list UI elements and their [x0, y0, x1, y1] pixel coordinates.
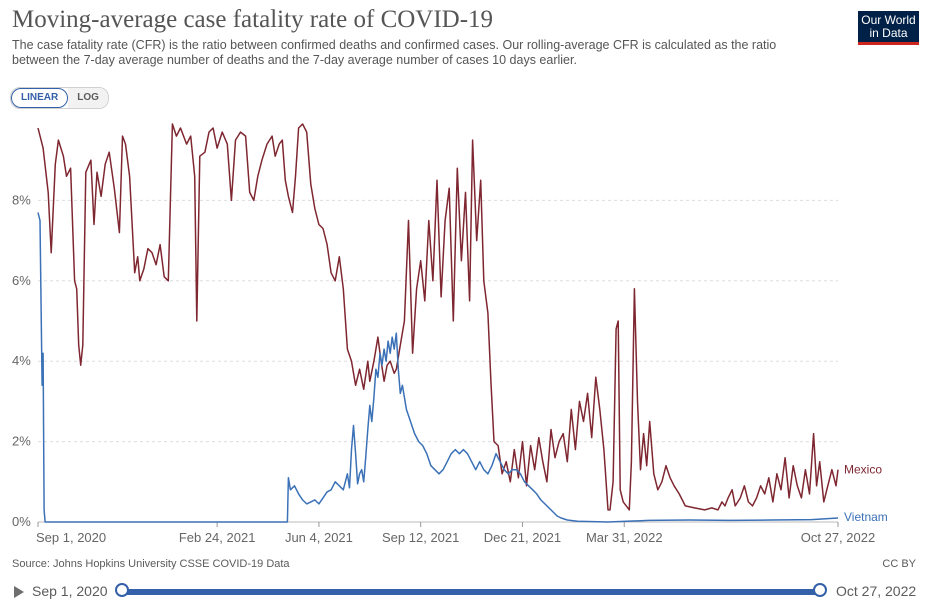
y-tick-label: 4% [12, 353, 31, 368]
series-line-vietnam[interactable] [37, 212, 839, 523]
line-chart: 0% 2% 4% 6% 8% Sep 1, 2020 Feb 24, 2021 Jun 4, … [12, 123, 888, 545]
series-line-mexico[interactable] [37, 123, 839, 511]
y-tick-label: 0% [12, 514, 31, 529]
timeline-end-handle[interactable] [813, 583, 827, 597]
timeline-slider: Sep 1, 2020 Oct 27, 2022 [0, 580, 928, 603]
grid-lines [37, 199, 839, 527]
chart-subtitle: The case fatality rate (CFR) is the rati… [12, 38, 777, 67]
linear-scale-button[interactable]: LINEAR [11, 88, 69, 108]
timeline-start-label: Sep 1, 2020 [32, 583, 108, 599]
x-tick-label: Oct 27, 2022 [801, 530, 875, 545]
timeline-end-label: Oct 27, 2022 [836, 583, 917, 599]
y-tick-label: 8% [12, 192, 31, 207]
timeline-start-handle[interactable] [115, 583, 129, 597]
owid-logo[interactable]: Our World in Data [858, 11, 919, 45]
axis-labels: 0% 2% 4% 6% 8% Sep 1, 2020 Feb 24, 2021 Jun 4, … [12, 192, 888, 545]
series-lines [37, 123, 839, 523]
x-tick-label: Dec 21, 2021 [484, 530, 561, 545]
legend-label-vietnam[interactable]: Vietnam [844, 510, 888, 524]
legend-label-mexico[interactable]: Mexico [844, 463, 882, 477]
chart-title: Moving-average case fatality rate of COV… [12, 6, 494, 33]
logo-line-2: in Data [869, 26, 908, 40]
play-icon[interactable] [14, 586, 24, 598]
scale-toggle: LINEAR LOG [10, 87, 109, 109]
source-note[interactable]: Source: Johns Hopkins University CSSE CO… [12, 558, 290, 570]
x-tick-label: Jun 4, 2021 [285, 530, 353, 545]
log-scale-button[interactable]: LOG [68, 88, 108, 108]
x-tick-label: Feb 24, 2021 [179, 530, 256, 545]
logo-line-1: Our World [861, 13, 916, 27]
x-tick-label: Mar 31, 2022 [586, 530, 663, 545]
x-tick-label: Sep 1, 2020 [36, 530, 106, 545]
license-link[interactable]: CC BY [882, 558, 916, 570]
x-tick-label: Sep 12, 2021 [382, 530, 459, 545]
timeline-track[interactable] [122, 589, 820, 595]
y-tick-label: 2% [12, 434, 31, 449]
y-tick-label: 6% [12, 273, 31, 288]
